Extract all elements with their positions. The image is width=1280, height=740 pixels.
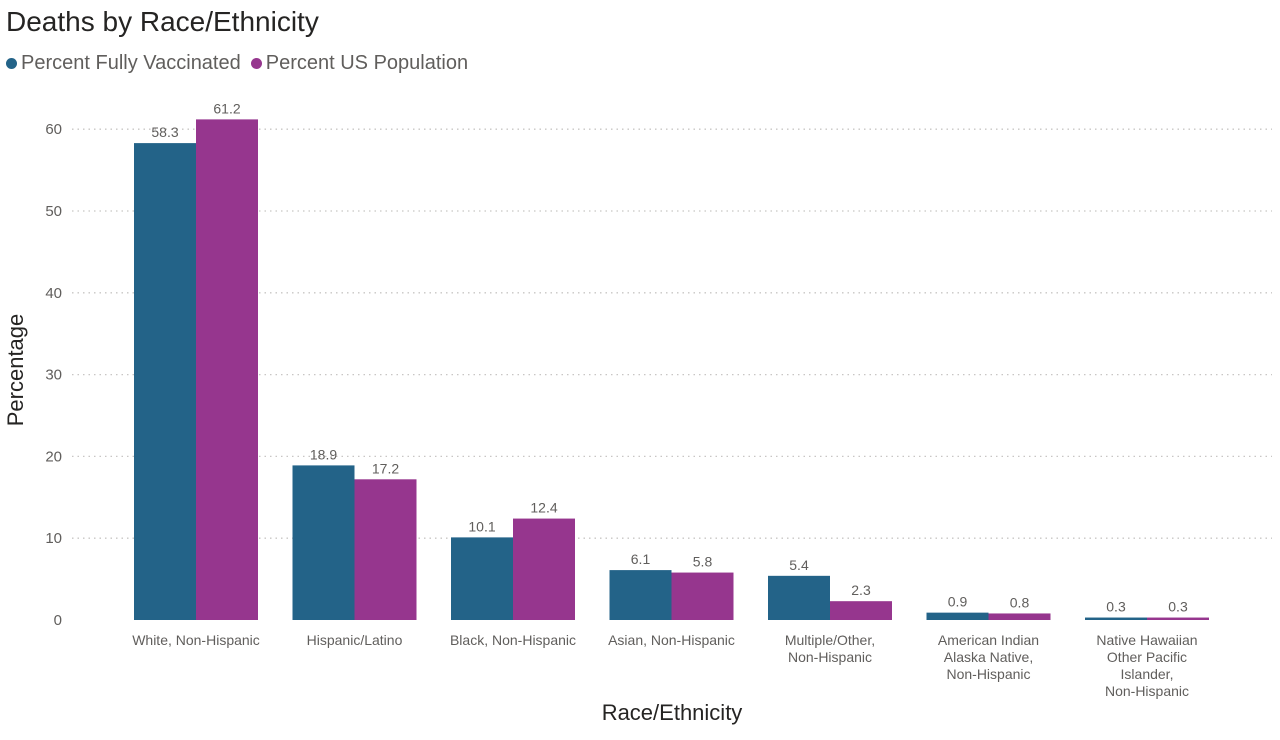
- bar-vaccinated[interactable]: [134, 143, 196, 620]
- bar-vaccinated[interactable]: [1085, 617, 1147, 620]
- data-label-vaccinated: 0.9: [948, 594, 968, 610]
- data-label-vaccinated: 0.3: [1106, 599, 1126, 615]
- bar-population[interactable]: [513, 518, 575, 620]
- y-tick-label: 30: [45, 367, 62, 384]
- bar-vaccinated[interactable]: [609, 570, 672, 620]
- y-tick-label: 60: [45, 121, 62, 138]
- legend-dot-vaccinated: [6, 58, 17, 69]
- y-axis-ticks: 0 10 20 30 40 50 60: [45, 121, 62, 629]
- bar-vaccinated[interactable]: [926, 612, 989, 620]
- x-category-label: Black, Non-Hispanic: [450, 632, 576, 648]
- data-labels: 58.3 61.2 18.9 17.2 10.1 12.4 6.1 5.8 5.4 2.3 0.9 0…: [151, 100, 1188, 614]
- bar-population[interactable]: [354, 479, 417, 620]
- x-category-label: White, Non-Hispanic: [132, 632, 260, 648]
- chart-title: Deaths by Race/Ethnicity: [6, 6, 319, 37]
- bar-population[interactable]: [196, 119, 258, 620]
- y-tick-label: 0: [54, 612, 62, 629]
- data-label-population: 0.8: [1010, 594, 1030, 610]
- data-label-population: 2.3: [851, 582, 871, 598]
- chart-legend: Percent Fully Vaccinated Percent US Popu…: [6, 52, 478, 75]
- legend-label-population: Percent US Population: [265, 52, 469, 74]
- x-axis-categories: White, Non-Hispanic Hispanic/Latino Black,…: [132, 632, 1197, 699]
- bars: [134, 119, 1209, 620]
- data-label-population: 17.2: [372, 460, 399, 476]
- data-label-population: 12.4: [530, 500, 557, 516]
- y-tick-label: 10: [45, 530, 62, 547]
- data-label-vaccinated: 6.1: [631, 551, 651, 567]
- y-tick-label: 40: [45, 285, 62, 302]
- legend-dot-population: [250, 58, 262, 69]
- x-category-label: American Indian Alaska Native, Non-Hispani…: [938, 632, 1039, 682]
- bar-vaccinated[interactable]: [768, 575, 830, 620]
- y-tick-label: 20: [45, 448, 62, 465]
- x-category-label: Multiple/Other, Non-Hispanic: [785, 632, 875, 665]
- x-category-label: Hispanic/Latino: [307, 632, 403, 648]
- gridlines: [72, 128, 1272, 539]
- legend-item-population[interactable]: Percent US Population: [250, 52, 469, 75]
- bar-vaccinated[interactable]: [451, 537, 513, 620]
- y-axis-title: Percentage: [3, 314, 28, 427]
- data-label-population: 0.3: [1168, 599, 1188, 615]
- data-label-vaccinated: 18.9: [310, 446, 337, 462]
- bar-population[interactable]: [988, 613, 1051, 620]
- data-label-vaccinated: 10.1: [468, 518, 495, 534]
- x-category-label: Native Hawaiian Other Pacific Islander, Non…: [1096, 632, 1197, 699]
- bar-population[interactable]: [830, 601, 892, 620]
- data-label-population: 61.2: [213, 100, 240, 116]
- x-category-label: Asian, Non-Hispanic: [608, 632, 735, 648]
- data-label-population: 5.8: [693, 554, 713, 570]
- bar-population[interactable]: [1147, 617, 1209, 620]
- x-axis-title: Race/Ethnicity: [602, 700, 743, 725]
- y-tick-label: 50: [45, 203, 62, 220]
- bar-vaccinated[interactable]: [292, 465, 355, 620]
- legend-item-vaccinated[interactable]: Percent Fully Vaccinated: [6, 52, 241, 75]
- bar-population[interactable]: [671, 572, 734, 620]
- legend-label-vaccinated: Percent Fully Vaccinated: [21, 52, 241, 74]
- data-label-vaccinated: 5.4: [789, 557, 809, 573]
- data-label-vaccinated: 58.3: [151, 124, 178, 140]
